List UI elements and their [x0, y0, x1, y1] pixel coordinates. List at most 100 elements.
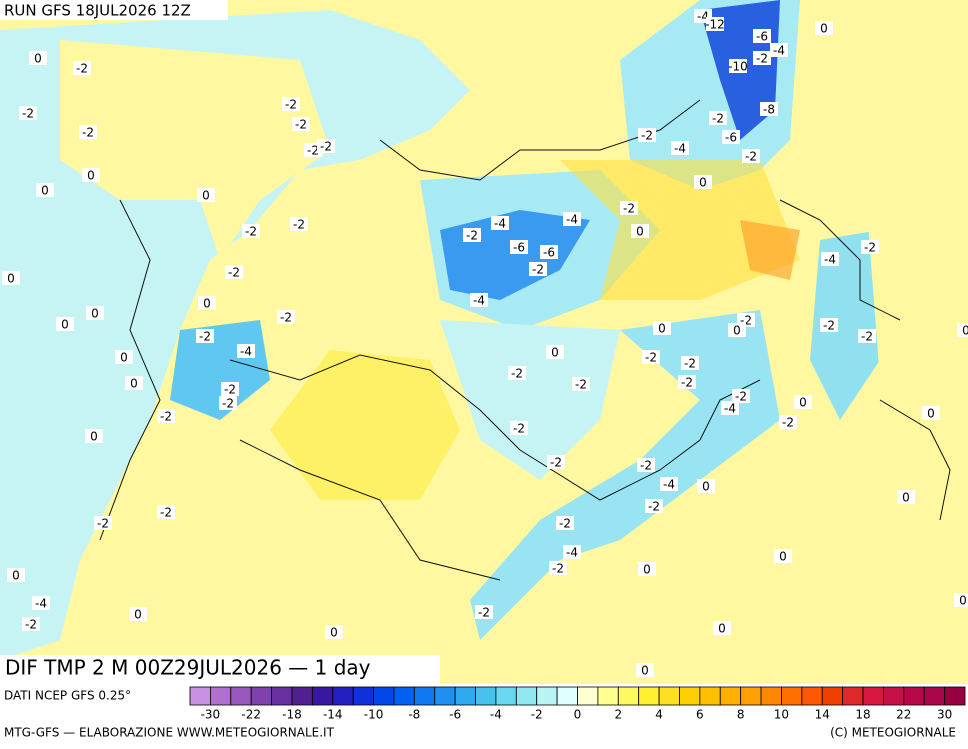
- label-bg: [197, 188, 215, 202]
- color-box: [801, 686, 823, 706]
- label-bg: [563, 545, 581, 559]
- color-box: [679, 686, 701, 706]
- contour-label: -2: [864, 241, 876, 255]
- contour-labels: -4-12-6-4-2-10-8-2-6-2-4-200-20-4-4-2-6-…: [2, 9, 968, 678]
- label-bg: [729, 59, 747, 73]
- contour-label: -2: [575, 378, 587, 392]
- contour-label: 0: [718, 622, 726, 636]
- label-bg: [760, 102, 778, 116]
- contour-label: 0: [61, 318, 69, 332]
- contour-label: -2: [684, 357, 696, 371]
- label-bg: [753, 29, 771, 43]
- label-bg: [815, 21, 833, 35]
- label-bg: [125, 376, 143, 390]
- label-bg: [292, 117, 310, 131]
- contour-label: -2: [160, 410, 172, 424]
- label-bg: [713, 621, 731, 635]
- contour-label: -6: [543, 246, 555, 260]
- label-bg: [463, 228, 481, 242]
- warm-area: [860, 60, 968, 520]
- color-box: [373, 686, 395, 706]
- label-bg: [821, 252, 839, 266]
- contour-label: -12: [705, 18, 725, 32]
- contour-label: -2: [623, 202, 635, 216]
- warm-area: [270, 350, 460, 500]
- contour-label: -2: [712, 112, 724, 126]
- label-bg: [897, 490, 915, 504]
- colorbar-tick-label: 8: [737, 708, 745, 722]
- contour-label: -4: [35, 597, 47, 611]
- label-bg: [32, 596, 50, 610]
- contour-label: -2: [224, 383, 236, 397]
- color-box: [577, 686, 599, 706]
- color-box: [454, 686, 476, 706]
- contour-label: -2: [648, 500, 660, 514]
- label-bg: [277, 310, 295, 324]
- label-bg: [637, 458, 655, 472]
- contour-label: -2: [466, 229, 478, 243]
- contour-label: -2: [552, 562, 564, 576]
- contour-label: -2: [76, 62, 88, 76]
- color-box: [740, 686, 762, 706]
- color-box: [209, 686, 232, 706]
- contour-label: -2: [511, 367, 523, 381]
- cool-area: [810, 230, 880, 420]
- contour-label: -6: [756, 30, 768, 44]
- contour-label: -6: [513, 241, 525, 255]
- label-bg: [491, 216, 509, 230]
- contour-label: -2: [293, 218, 305, 232]
- label-bg: [638, 128, 656, 142]
- contour-label: 0: [330, 626, 338, 640]
- label-bg: [681, 356, 699, 370]
- label-bg: [94, 516, 112, 530]
- label-bg: [36, 183, 54, 197]
- contour-label: -4: [824, 253, 836, 267]
- label-bg: [671, 141, 689, 155]
- label-bg: [22, 617, 40, 631]
- label-bg: [922, 406, 940, 420]
- label-bg: [742, 149, 760, 163]
- label-bg: [470, 293, 488, 307]
- label-bg: [196, 329, 214, 343]
- contour-label: -2: [782, 416, 794, 430]
- color-box: [944, 686, 966, 706]
- label-bg: [115, 350, 133, 364]
- label-bg: [820, 318, 838, 332]
- label-bg: [56, 317, 74, 331]
- run-label: RUN GFS 18JUL2026 12Z: [4, 2, 191, 20]
- color-box: [842, 686, 864, 706]
- colorbar-tick-label: -6: [449, 708, 461, 722]
- colorbar-tick-label: 2: [614, 708, 622, 722]
- label-bg: [85, 429, 103, 443]
- contour-label: 0: [41, 184, 49, 198]
- color-box: [475, 686, 497, 706]
- label-bg: [770, 43, 788, 57]
- source-label: DATI NCEP GFS 0.25°: [4, 689, 131, 703]
- coast-line: [879, 399, 951, 521]
- label-bg: [645, 499, 663, 513]
- label-bg: [753, 51, 771, 65]
- label-bg: [225, 265, 243, 279]
- label-bg: [709, 111, 727, 125]
- colorbar-tick-label: 22: [896, 708, 911, 722]
- contour-label: -2: [307, 144, 319, 158]
- colorbar-tick-label: -18: [282, 708, 302, 722]
- color-box: [638, 686, 660, 706]
- contour-label: -2: [199, 330, 211, 344]
- color-box: [658, 686, 680, 706]
- label-bg: [73, 61, 91, 75]
- color-box: [250, 686, 272, 706]
- contour-label: 0: [779, 550, 787, 564]
- contour-label: -4: [240, 345, 252, 359]
- label-bg: [510, 421, 528, 435]
- colorbar-tick-label: 10: [774, 708, 789, 722]
- contour-label: -2: [285, 98, 297, 112]
- contour-label: 0: [643, 563, 651, 577]
- contour-label: 0: [91, 307, 99, 321]
- header-box: [0, 0, 228, 20]
- contour-label: 0: [927, 407, 935, 421]
- contour-label: 0: [702, 480, 710, 494]
- warm-area: [740, 220, 800, 280]
- contour-label: -2: [740, 314, 752, 328]
- color-box: [311, 686, 334, 706]
